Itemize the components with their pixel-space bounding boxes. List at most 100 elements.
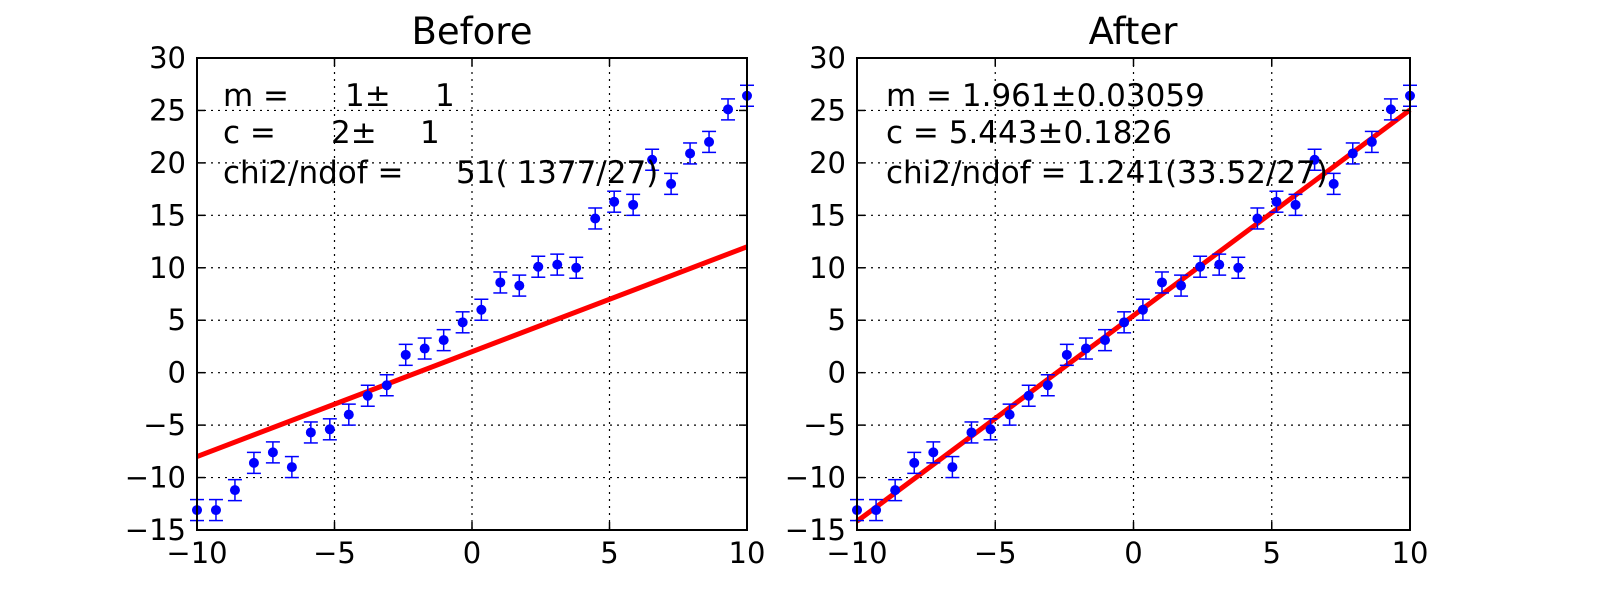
y-tick-label: −5 <box>803 408 846 442</box>
x-tick-label: 5 <box>600 536 618 570</box>
data-point <box>227 478 242 502</box>
data-marker <box>1347 148 1358 159</box>
annot-m-value: 1± <box>345 78 391 114</box>
chart-title: After <box>1089 10 1179 53</box>
data-marker <box>609 196 620 207</box>
data-point <box>493 271 508 294</box>
y-tick-label: 25 <box>809 93 846 127</box>
data-marker <box>210 505 221 516</box>
x-tick-label: 10 <box>729 536 766 570</box>
data-point <box>1288 193 1303 217</box>
data-marker <box>400 349 411 360</box>
data-marker <box>1214 259 1225 270</box>
y-tick-label: 25 <box>149 93 186 127</box>
y-tick-label: −5 <box>143 408 186 442</box>
y-tick-label: −10 <box>785 461 846 495</box>
data-marker <box>1233 262 1244 273</box>
x-tick-label: −5 <box>313 536 356 570</box>
data-marker <box>495 277 506 288</box>
annot-c-value: 2± <box>331 115 377 151</box>
y-tick-label: 5 <box>168 303 186 337</box>
data-marker <box>1195 261 1206 272</box>
data-marker <box>1271 196 1282 207</box>
y-tick-label: −15 <box>125 513 186 547</box>
data-marker <box>533 261 544 272</box>
data-marker <box>514 280 525 291</box>
y-tick-label: 20 <box>149 146 186 180</box>
annot-chi2-value: 51( 1377/27) <box>456 155 658 191</box>
data-marker <box>419 343 430 354</box>
data-marker <box>305 427 316 438</box>
annot-c-label: c = <box>223 115 276 151</box>
x-tick-label: 5 <box>1263 536 1281 570</box>
data-point <box>341 403 356 426</box>
data-marker <box>1023 390 1034 401</box>
annot-chi2-label: chi2/ndof = <box>223 155 404 191</box>
data-point <box>983 418 998 441</box>
data-marker <box>571 262 582 273</box>
data-point <box>607 190 622 213</box>
y-tick-label: −10 <box>125 461 186 495</box>
annot-m-label: m = <box>223 78 289 114</box>
data-point <box>1345 142 1360 165</box>
data-point <box>1326 172 1341 196</box>
data-point <box>569 256 584 280</box>
data-marker <box>1385 104 1396 115</box>
data-marker <box>324 424 335 435</box>
y-tick-label: 0 <box>168 356 186 390</box>
annot-m: m = 1.961±0.03059 <box>886 78 1205 114</box>
data-point <box>1364 130 1379 154</box>
data-marker <box>1080 343 1091 354</box>
data-marker <box>1328 178 1339 189</box>
x-tick-label: −10 <box>826 536 887 570</box>
data-marker <box>1042 380 1053 391</box>
data-point <box>664 172 679 196</box>
data-marker <box>1309 154 1320 165</box>
x-tick-label: 0 <box>463 536 481 570</box>
data-point <box>1193 255 1208 278</box>
data-point <box>945 455 960 479</box>
y-tick-label: −15 <box>785 513 846 547</box>
data-point <box>888 478 903 502</box>
data-marker <box>1119 317 1130 328</box>
data-marker <box>685 148 696 159</box>
annot-chi2: chi2/ndof = 1.241(33.52/27) <box>886 155 1328 191</box>
data-point <box>1135 298 1150 321</box>
fit-line <box>196 244 748 459</box>
data-point <box>1078 337 1093 360</box>
data-point <box>721 98 736 121</box>
data-point <box>1154 271 1169 294</box>
data-marker <box>476 304 487 315</box>
fit-line <box>855 107 1412 524</box>
x-tick-label: 10 <box>1392 536 1429 570</box>
data-marker <box>362 390 373 401</box>
data-marker <box>1366 136 1377 147</box>
data-marker <box>248 457 259 468</box>
data-point <box>1098 328 1113 352</box>
data-marker <box>1004 409 1015 420</box>
data-marker <box>1061 349 1072 360</box>
data-marker <box>909 457 920 468</box>
data-point <box>1269 190 1284 213</box>
data-marker <box>229 485 240 496</box>
data-point <box>208 498 223 522</box>
data-point <box>474 298 489 321</box>
data-marker <box>890 485 901 496</box>
annot-m-error: 1 <box>435 78 455 114</box>
y-tick-label: 30 <box>149 41 186 75</box>
data-point <box>1021 384 1036 407</box>
data-point <box>379 374 394 397</box>
data-point <box>531 255 546 278</box>
data-point <box>626 193 641 217</box>
data-marker <box>438 335 449 346</box>
chart-title: Before <box>412 10 533 53</box>
data-point <box>1174 274 1189 297</box>
data-marker <box>871 505 882 516</box>
y-tick-label: 5 <box>828 303 846 337</box>
data-point <box>926 441 941 464</box>
data-marker <box>928 447 939 458</box>
data-point <box>455 311 470 334</box>
